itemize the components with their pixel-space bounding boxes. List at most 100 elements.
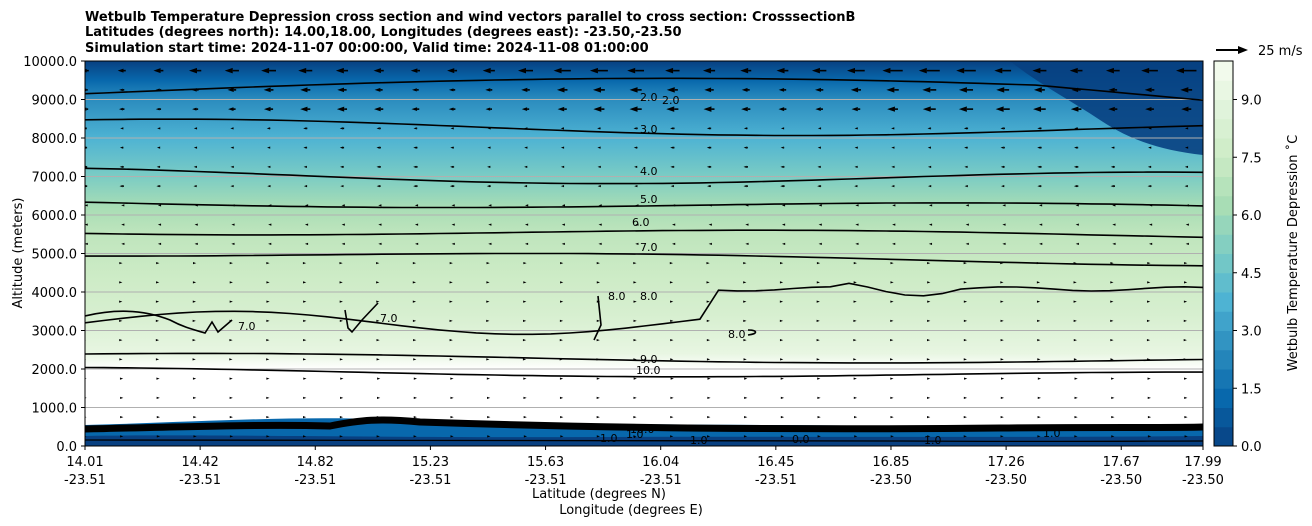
colorbar-band xyxy=(1214,80,1233,100)
wind-vector xyxy=(556,87,568,93)
contour-label: 3.0 xyxy=(640,123,658,136)
wind-vector xyxy=(633,281,637,284)
colorbar-frame xyxy=(1213,60,1234,447)
wind-vector xyxy=(413,146,418,149)
wind-vector xyxy=(121,223,125,226)
wind-vector xyxy=(339,358,344,361)
wind-vector xyxy=(627,67,645,74)
wind-vector xyxy=(1000,339,1004,342)
wind-vector xyxy=(340,377,344,380)
wind-vector xyxy=(963,339,968,342)
wind-vector xyxy=(449,358,453,361)
colorbar-band xyxy=(1214,388,1233,408)
wind-vector xyxy=(744,396,748,399)
wind-vector xyxy=(669,262,674,265)
colorbar-band xyxy=(1214,118,1233,139)
wind-vector xyxy=(816,300,820,303)
wind-vector xyxy=(1038,204,1043,207)
wind-vector xyxy=(1111,435,1115,438)
wind-vector xyxy=(193,165,197,168)
wind-vector xyxy=(780,146,785,149)
wind-vector xyxy=(1148,242,1153,245)
quiver-key: 25 m/s xyxy=(1216,44,1303,59)
wind-vector xyxy=(741,87,750,92)
wind-vector xyxy=(336,106,348,112)
x-tick-label-latitude: 16.85 xyxy=(872,455,909,470)
contour-label: 4.0 xyxy=(640,165,658,178)
wind-vector xyxy=(634,165,638,168)
wind-vector xyxy=(706,435,711,438)
wind-vector xyxy=(818,223,822,226)
wind-vector xyxy=(155,107,162,111)
wind-vector xyxy=(119,262,123,265)
wind-vector xyxy=(155,300,160,303)
wind-vector xyxy=(1073,185,1079,188)
wind-vector xyxy=(927,262,931,265)
wind-vector xyxy=(1039,223,1043,226)
x-tick-label-longitude: -23.51 xyxy=(179,473,221,488)
wind-vector xyxy=(341,204,345,207)
wind-vector xyxy=(486,319,490,322)
wind-vector xyxy=(487,416,491,419)
wind-vector xyxy=(707,416,711,419)
wind-vector xyxy=(192,358,196,361)
wind-vector xyxy=(855,223,859,226)
wind-vector xyxy=(1184,165,1189,168)
wind-vector xyxy=(1110,319,1114,322)
wind-vector xyxy=(192,339,196,342)
wind-vector xyxy=(1105,67,1120,74)
wind-vector xyxy=(927,281,931,284)
wind-vector xyxy=(779,319,784,322)
quiver-key-arrowhead xyxy=(1238,46,1248,54)
wind-vector xyxy=(816,319,820,322)
wind-vector xyxy=(995,106,1010,112)
wind-vector xyxy=(451,242,455,245)
wind-vector xyxy=(670,185,674,188)
wind-vector xyxy=(854,127,858,130)
wind-vector xyxy=(706,146,712,149)
colorbar-band xyxy=(1214,349,1233,370)
wind-vector xyxy=(517,67,533,74)
wind-vector xyxy=(963,319,968,322)
wind-vector xyxy=(1036,281,1041,284)
colorbar-band xyxy=(1214,426,1233,447)
wind-vector xyxy=(303,339,307,342)
wind-vector xyxy=(706,127,712,130)
wind-vector xyxy=(339,127,345,130)
wind-vector xyxy=(302,435,307,438)
wind-vector xyxy=(706,300,710,303)
wind-vector xyxy=(119,281,123,284)
wind-vector xyxy=(521,87,530,93)
wind-vector xyxy=(892,204,896,207)
wind-vector xyxy=(1147,416,1152,419)
wind-vector xyxy=(890,262,894,265)
wind-vector xyxy=(119,358,123,361)
wind-vector xyxy=(413,358,417,361)
wind-vector xyxy=(155,339,160,342)
wind-vector xyxy=(447,68,458,74)
wind-vector xyxy=(231,223,235,226)
wind-vector xyxy=(449,185,455,188)
wind-vector xyxy=(922,87,937,93)
wind-vector xyxy=(521,107,530,111)
contour-8-small-loop xyxy=(747,329,757,336)
wind-vector xyxy=(302,262,307,265)
wind-vector xyxy=(1146,339,1151,342)
wind-vector xyxy=(157,204,162,207)
wind-vector xyxy=(121,242,125,245)
y-tick-label: 0.0 xyxy=(56,440,77,455)
wind-vector xyxy=(743,185,748,188)
wind-vector xyxy=(487,435,491,438)
wind-vector xyxy=(553,67,571,74)
y-axis-label: Altitude (meters) xyxy=(11,198,26,309)
wind-vector xyxy=(378,204,382,207)
wind-vector xyxy=(781,223,786,226)
wind-vector xyxy=(224,67,239,74)
colorbar-band xyxy=(1214,157,1233,177)
x-tick-label-longitude: -23.50 xyxy=(1182,473,1224,488)
wind-vector xyxy=(1075,242,1079,245)
wind-vector xyxy=(1175,67,1197,74)
wind-vector xyxy=(703,106,715,112)
wind-vector xyxy=(633,127,638,130)
wind-vector xyxy=(1070,106,1082,112)
